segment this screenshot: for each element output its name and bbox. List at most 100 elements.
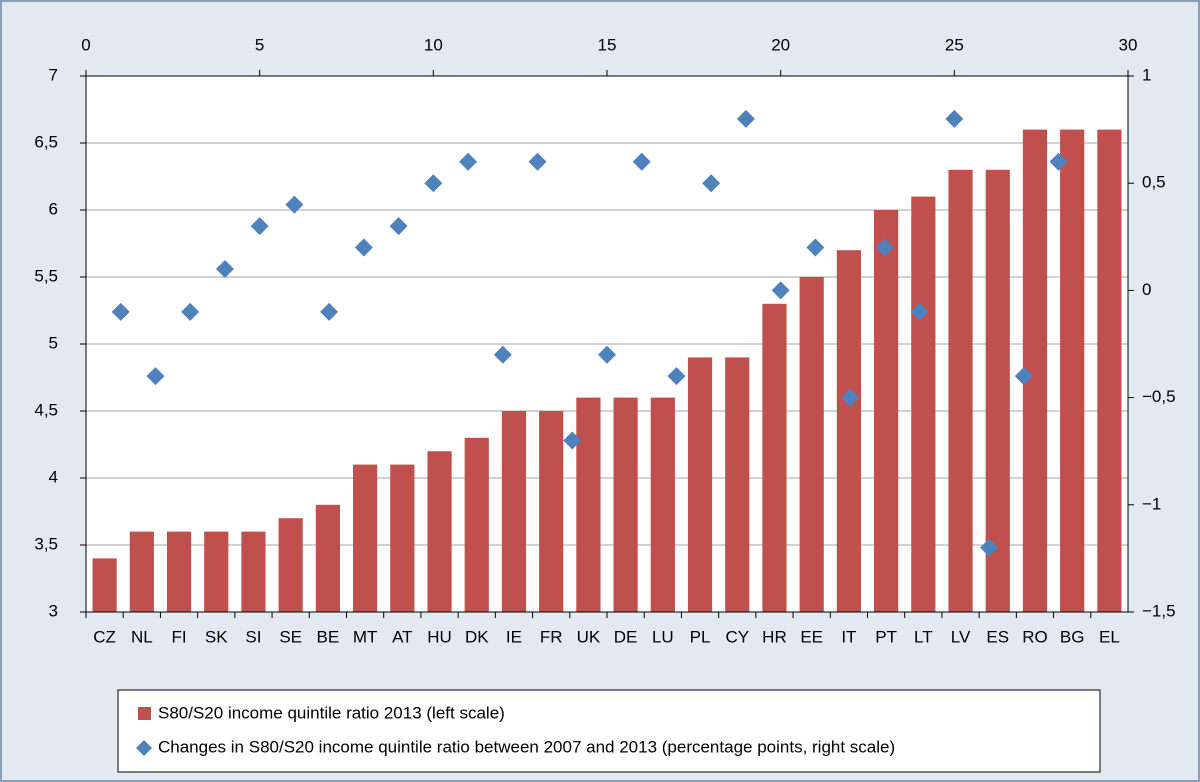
x-tick-label: LU (652, 627, 674, 646)
x-tick-label: HR (762, 627, 787, 646)
scatter-point (493, 345, 512, 364)
scatter-point (980, 538, 999, 557)
scatter-point (1014, 367, 1033, 386)
scatter-point (910, 302, 929, 321)
x-tick-label: CY (725, 627, 749, 646)
x2-tick-label: 30 (1119, 35, 1138, 54)
bar (390, 464, 415, 612)
x-tick-label: EL (1099, 627, 1120, 646)
bar (613, 397, 638, 612)
bar (911, 196, 936, 612)
x-tick-label: UK (577, 627, 601, 646)
bar (1060, 129, 1085, 612)
scatter-point (771, 281, 790, 300)
x-tick-label: LV (951, 627, 971, 646)
scatter-point (459, 152, 478, 171)
x-tick-label: ES (986, 627, 1009, 646)
scatter-point (354, 238, 373, 257)
scatter-point (806, 238, 825, 257)
bar (464, 437, 489, 612)
bar (278, 518, 303, 612)
y-tick-label: 6,5 (34, 132, 58, 151)
bar (576, 397, 601, 612)
bar (539, 411, 564, 612)
x-tick-label: MT (353, 627, 378, 646)
bar (92, 558, 117, 612)
y2-tick-label: 1 (1142, 65, 1151, 84)
bar (241, 531, 266, 612)
x-tick-label: RO (1022, 627, 1048, 646)
scatter-point (563, 431, 582, 450)
y-tick-label: 6 (49, 199, 58, 218)
scatter-point (181, 302, 200, 321)
y2-tick-label: −1 (1142, 494, 1161, 513)
scatter-point (111, 302, 130, 321)
bar (1097, 129, 1122, 612)
scatter-point (598, 345, 616, 364)
x-tick-label: DE (614, 627, 638, 646)
scatter-point (736, 109, 755, 128)
scatter-point (424, 174, 443, 193)
legend-label: S80/S20 income quintile ratio 2013 (left… (158, 703, 505, 722)
x2-tick-label: 10 (424, 35, 443, 54)
bar (427, 451, 452, 612)
x-tick-label: IE (506, 627, 522, 646)
x-tick-label: FI (171, 627, 186, 646)
y2-tick-label: −1,5 (1142, 601, 1176, 620)
x-tick-label: SI (245, 627, 261, 646)
scatter-point (285, 195, 304, 214)
x-tick-label: HU (427, 627, 452, 646)
scatter-point (320, 302, 339, 321)
x-tick-label: IT (841, 627, 856, 646)
x2-tick-label: 5 (255, 35, 264, 54)
x-tick-label: AT (392, 627, 412, 646)
scatter-point (667, 367, 686, 386)
y-tick-label: 4 (49, 467, 58, 486)
y2-tick-label: 0 (1142, 280, 1151, 299)
scatter-point (1049, 152, 1068, 171)
x2-tick-label: 0 (81, 35, 90, 54)
x-tick-label: PL (690, 627, 711, 646)
x2-tick-label: 25 (945, 35, 964, 54)
x-tick-label: EE (800, 627, 823, 646)
scatter-point (841, 388, 860, 407)
legend-swatch (136, 740, 152, 756)
bar (315, 504, 340, 612)
y2-tick-label: 0,5 (1142, 173, 1166, 192)
x-tick-label: LT (914, 627, 933, 646)
bar (836, 250, 861, 612)
y-tick-label: 5 (49, 333, 58, 352)
bar (799, 277, 824, 612)
bar (948, 169, 973, 613)
x-tick-label: SE (279, 627, 302, 646)
scatter-point (528, 152, 547, 171)
scatter-point (250, 217, 269, 236)
scatter-point (702, 174, 721, 193)
scatter-point (945, 109, 964, 128)
scatter-point (632, 152, 651, 171)
bar (501, 411, 527, 612)
legend (117, 689, 1101, 773)
bar (874, 210, 899, 612)
bar (985, 169, 1010, 613)
bar (166, 531, 192, 612)
x-tick-label: CZ (93, 627, 116, 646)
y-tick-label: 3 (49, 601, 58, 620)
bar (762, 303, 787, 612)
x-tick-label: NL (131, 627, 153, 646)
legend-label: Changes in S80/S20 income quintile ratio… (158, 737, 895, 756)
bar (687, 357, 713, 612)
bar (129, 531, 154, 612)
bar (204, 531, 229, 612)
scatter-point (875, 238, 894, 257)
y-tick-label: 4,5 (34, 400, 58, 419)
bar (725, 357, 750, 612)
bar (353, 464, 378, 612)
y-tick-label: 3,5 (34, 534, 58, 553)
x-tick-label: PT (875, 627, 897, 646)
y-tick-label: 5,5 (34, 266, 58, 285)
x-tick-label: BE (317, 627, 340, 646)
scatter-point (389, 217, 408, 236)
x-tick-label: FR (540, 627, 563, 646)
